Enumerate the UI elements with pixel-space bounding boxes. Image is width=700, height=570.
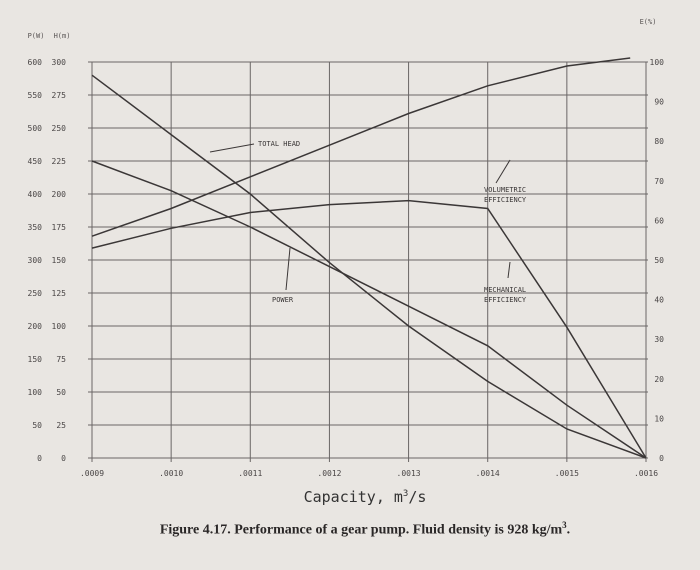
efficiency-tick-label: 50 (654, 256, 664, 265)
x-tick-label: .0013 (397, 469, 421, 478)
mechanical-annotation-line2: EFFICIENCY (484, 296, 527, 304)
power-tick-label: 500 (28, 124, 43, 133)
power-tick-label: 350 (28, 223, 43, 232)
chart-curves (91, 57, 647, 459)
efficiency-tick-label: 80 (654, 137, 664, 146)
chart-grid (88, 61, 648, 462)
efficiency-unit-label: E(%) (640, 18, 657, 26)
head-tick-label: 200 (52, 190, 67, 199)
chart-annotations: TOTAL HEAD POWER VOLUMETRIC EFFICIENCY MECHA… (209, 140, 527, 304)
volumetric-leader-line (495, 159, 511, 184)
series-total-head (91, 74, 647, 459)
head-tick-label: 275 (52, 91, 67, 100)
x-tick-label: .0016 (634, 469, 658, 478)
power-tick-label: 150 (28, 355, 43, 364)
chart-tick-labels: .0009 .0010 .0011 .0012 .0013 .0014 .0015 .0016… (28, 18, 665, 478)
power-leader-line (285, 247, 291, 291)
series-power (91, 160, 647, 459)
x-tick-label: .0011 (238, 469, 262, 478)
power-tick-label: 300 (28, 256, 43, 265)
figure-caption: Figure 4.17. Performance of a gear pump.… (159, 520, 571, 538)
head-tick-label: 250 (52, 124, 67, 133)
efficiency-tick-label: 60 (654, 216, 664, 225)
power-tick-label: 50 (32, 421, 42, 430)
head-tick-label: 75 (56, 355, 66, 364)
head-tick-label: 300 (52, 58, 67, 67)
efficiency-tick-label: 30 (654, 335, 664, 344)
volumetric-annotation-line2: EFFICIENCY (484, 196, 527, 204)
mechanical-annotation-line1: MECHANICAL (484, 286, 526, 294)
power-tick-label: 0 (37, 454, 42, 463)
head-tick-label: 225 (52, 157, 67, 166)
head-tick-label: 150 (52, 256, 67, 265)
x-tick-label: .0015 (555, 469, 579, 478)
head-tick-label: 50 (56, 388, 66, 397)
mechanical-leader-line (507, 261, 511, 279)
power-annotation: POWER (272, 296, 294, 304)
series-mechanical-efficiency (91, 199, 647, 459)
x-tick-label: .0012 (317, 469, 341, 478)
head-unit-label: H(m) (54, 32, 71, 40)
efficiency-tick-label: 70 (654, 177, 664, 186)
x-tick-label: .0010 (159, 469, 183, 478)
power-tick-label: 100 (28, 388, 43, 397)
head-tick-label: 25 (56, 421, 66, 430)
power-unit-label: P(W) (28, 32, 45, 40)
head-tick-label: 125 (52, 289, 67, 298)
volumetric-annotation-line1: VOLUMETRIC (484, 186, 526, 194)
efficiency-tick-label: 0 (659, 454, 664, 463)
head-annotation: TOTAL HEAD (258, 140, 300, 148)
head-leader-line (209, 143, 255, 153)
series-volumetric-efficiency (91, 57, 631, 237)
efficiency-tick-label: 40 (654, 296, 664, 305)
power-tick-label: 250 (28, 289, 43, 298)
power-tick-label: 450 (28, 157, 43, 166)
power-tick-label: 550 (28, 91, 43, 100)
efficiency-tick-label: 20 (654, 375, 664, 384)
efficiency-tick-label: 90 (654, 98, 664, 107)
x-tick-label: .0009 (80, 469, 104, 478)
power-tick-label: 600 (28, 58, 43, 67)
power-tick-label: 200 (28, 322, 43, 331)
x-tick-label: .0014 (476, 469, 500, 478)
head-tick-label: 0 (61, 454, 66, 463)
head-tick-label: 100 (52, 322, 67, 331)
efficiency-tick-label: 10 (654, 414, 664, 423)
x-axis-label: Capacity, m3/s (303, 488, 427, 506)
efficiency-tick-label: 100 (650, 58, 665, 67)
head-tick-label: 175 (52, 223, 67, 232)
power-tick-label: 400 (28, 190, 43, 199)
